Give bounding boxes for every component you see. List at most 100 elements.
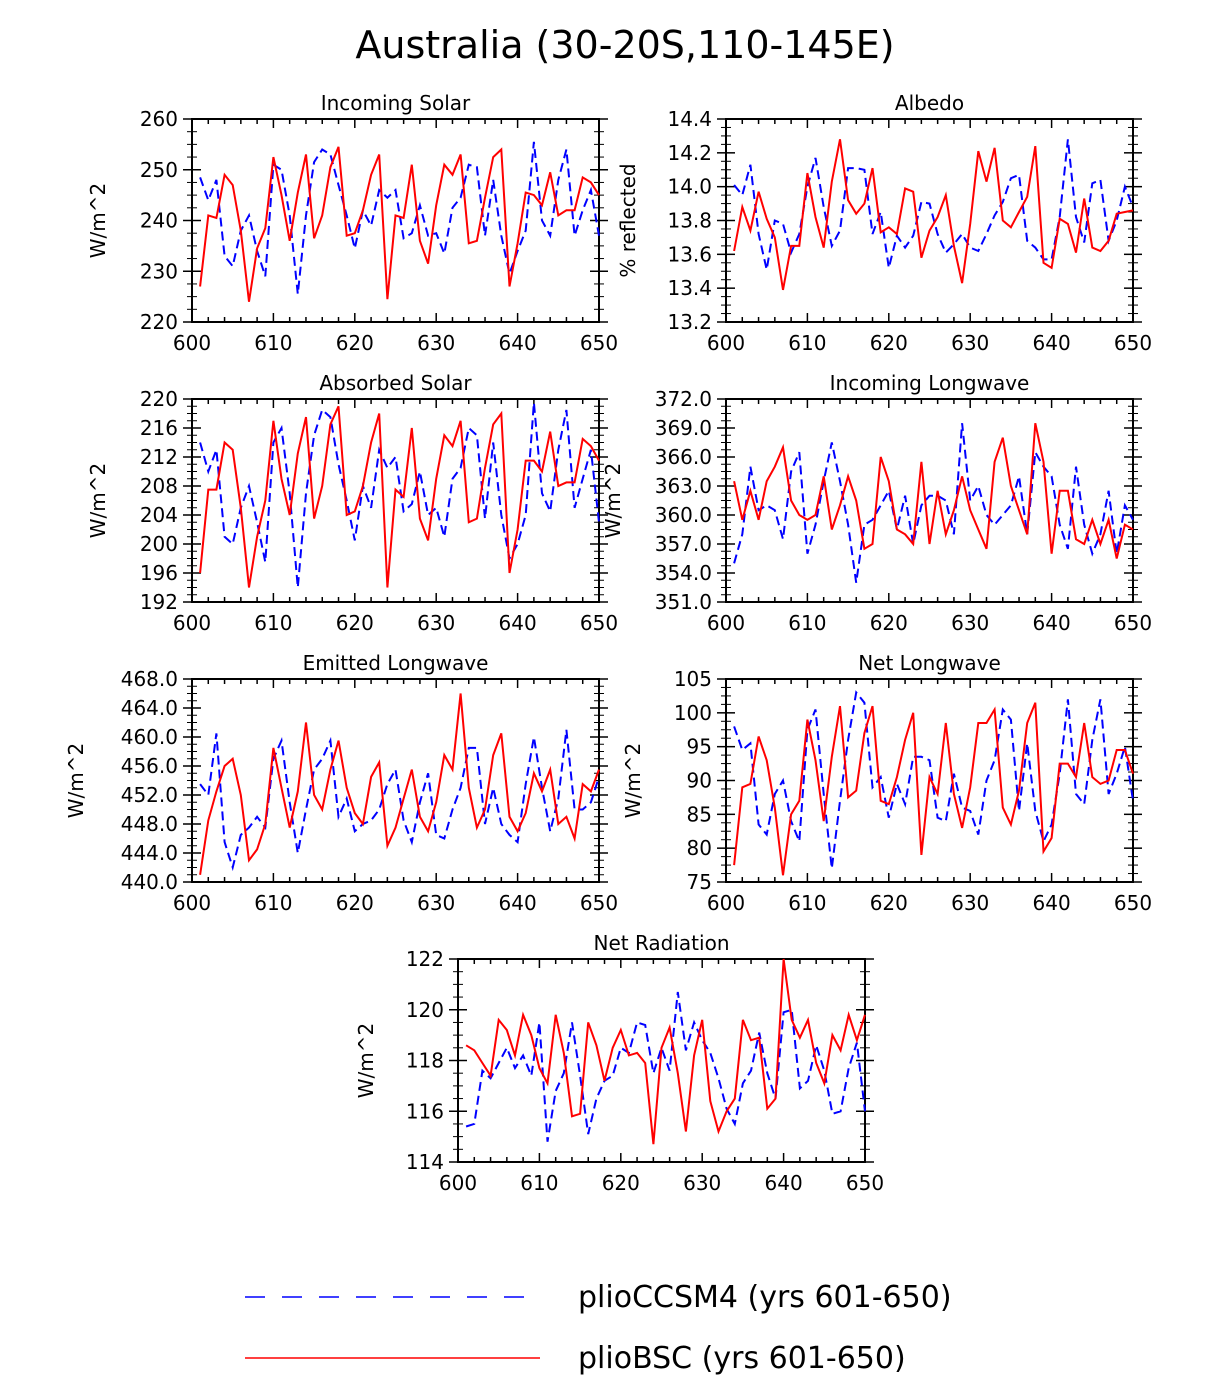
y-tick-label: 120 [406, 998, 444, 1022]
y-tick-label: 464.0 [121, 696, 178, 720]
x-tick-label: 620 [336, 331, 374, 355]
y-tick-label: 192 [140, 590, 178, 614]
y-tick-label: 448.0 [121, 812, 178, 836]
x-tick-label: 610 [254, 611, 292, 635]
y-tick-label: 440.0 [121, 870, 178, 894]
x-tick-label: 600 [707, 331, 745, 355]
series-pliobsc-line [733, 139, 1134, 291]
x-tick-label: 640 [1033, 891, 1071, 915]
legend: plioCCSM4 (yrs 601-650) plioBSC (yrs 601-… [245, 1280, 952, 1376]
x-tick-label: 630 [951, 331, 989, 355]
x-tick-label: 630 [417, 891, 455, 915]
x-tick-label: 640 [1033, 611, 1071, 635]
series-plioccsm4-line [733, 690, 1134, 869]
x-tick-label: 640 [765, 1171, 803, 1195]
y-tick-label: 260 [140, 107, 178, 131]
y-tick-label: 460.0 [121, 725, 178, 749]
y-tick-label: 95 [687, 735, 712, 759]
x-tick-label: 650 [1114, 331, 1152, 355]
panel-title: Absorbed Solar [319, 371, 472, 395]
y-tick-label: 357.0 [655, 532, 712, 556]
y-tick-label: 354.0 [655, 561, 712, 585]
y-tick-label: 122 [406, 947, 444, 971]
y-tick-label: 212 [140, 445, 178, 469]
x-tick-label: 650 [1114, 891, 1152, 915]
y-tick-label: 208 [140, 474, 178, 498]
series-plioccsm4-line [465, 991, 866, 1142]
y-tick-label: 216 [140, 416, 178, 440]
x-tick-label: 620 [870, 331, 908, 355]
series-pliobsc-line [733, 422, 1134, 559]
y-tick-label: 220 [140, 310, 178, 334]
x-tick-label: 610 [254, 891, 292, 915]
x-tick-label: 620 [602, 1171, 640, 1195]
y-axis-label: W/m^2 [354, 1023, 378, 1098]
panel-title: Net Longwave [858, 651, 1001, 675]
x-tick-label: 600 [173, 331, 211, 355]
series-plioccsm4-line [199, 402, 600, 588]
y-axis-label: W/m^2 [601, 463, 625, 538]
panel-title: Net Radiation [594, 931, 730, 955]
y-tick-label: 75 [687, 870, 712, 894]
x-tick-label: 650 [580, 611, 618, 635]
y-tick-label: 204 [140, 503, 178, 527]
x-tick-label: 630 [417, 611, 455, 635]
x-tick-label: 630 [683, 1171, 721, 1195]
y-tick-label: 105 [674, 667, 712, 691]
plot-frame [725, 118, 1134, 323]
y-axis-label: % reflected [616, 163, 640, 277]
panel-title: Incoming Solar [321, 91, 471, 115]
x-tick-label: 600 [707, 891, 745, 915]
x-tick-label: 640 [499, 331, 537, 355]
y-tick-label: 456.0 [121, 754, 178, 778]
y-tick-label: 468.0 [121, 667, 178, 691]
y-tick-label: 13.8 [667, 209, 712, 233]
series-pliobsc-line [199, 693, 600, 875]
panel-emitted-longwave: Emitted Longwave 600 610 620 630 640 650 440.0 4… [64, 651, 618, 915]
x-tick-label: 620 [870, 611, 908, 635]
y-tick-label: 114 [406, 1150, 444, 1174]
y-tick-label: 452.0 [121, 783, 178, 807]
panel-albedo: Albedo 600 610 620 630 640 650 13.2 13.4 13.6 13.8… [616, 91, 1152, 355]
y-tick-label: 351.0 [655, 590, 712, 614]
panel-title: Albedo [895, 91, 964, 115]
series-pliobsc-line [199, 146, 600, 302]
x-tick-label: 600 [707, 611, 745, 635]
y-tick-label: 240 [140, 209, 178, 233]
y-tick-label: 220 [140, 387, 178, 411]
figure-title: Australia (30-20S,110-145E) [355, 23, 894, 67]
y-tick-label: 100 [674, 701, 712, 725]
x-tick-label: 630 [951, 891, 989, 915]
panel-title: Emitted Longwave [303, 651, 489, 675]
legend-label: plioBSC (yrs 601-650) [578, 1341, 906, 1376]
y-tick-label: 366.0 [655, 445, 712, 469]
y-tick-label: 90 [687, 769, 712, 793]
y-axis-label: W/m^2 [86, 463, 110, 538]
y-tick-label: 250 [140, 158, 178, 182]
series-plioccsm4-line [199, 729, 600, 872]
y-tick-label: 360.0 [655, 503, 712, 527]
plot-frame [457, 958, 866, 1163]
panel-net-radiation: Net Radiation 600 610 620 630 640 650 114 116 118… [354, 931, 884, 1195]
series-plioccsm4-line [733, 423, 1134, 583]
y-tick-label: 363.0 [655, 474, 712, 498]
y-axis-label: W/m^2 [64, 743, 88, 818]
y-axis-label: W/m^2 [86, 183, 110, 258]
x-tick-label: 650 [1114, 611, 1152, 635]
y-tick-label: 196 [140, 561, 178, 585]
legend-entry-pliobsc: plioBSC (yrs 601-650) [245, 1341, 906, 1376]
panels: Incoming Solar 600 610 620 630 640 650 220 230 24… [64, 91, 1152, 1195]
x-tick-label: 650 [580, 331, 618, 355]
y-tick-label: 444.0 [121, 841, 178, 865]
x-tick-label: 640 [1033, 331, 1071, 355]
y-tick-label: 13.6 [667, 242, 712, 266]
x-tick-label: 610 [520, 1171, 558, 1195]
y-tick-label: 14.4 [667, 107, 712, 131]
y-tick-label: 369.0 [655, 416, 712, 440]
series-pliobsc-line [199, 405, 600, 588]
legend-entry-plioccsm4: plioCCSM4 (yrs 601-650) [245, 1280, 952, 1315]
x-tick-label: 600 [173, 611, 211, 635]
x-tick-label: 610 [788, 331, 826, 355]
y-tick-label: 13.2 [667, 310, 712, 334]
